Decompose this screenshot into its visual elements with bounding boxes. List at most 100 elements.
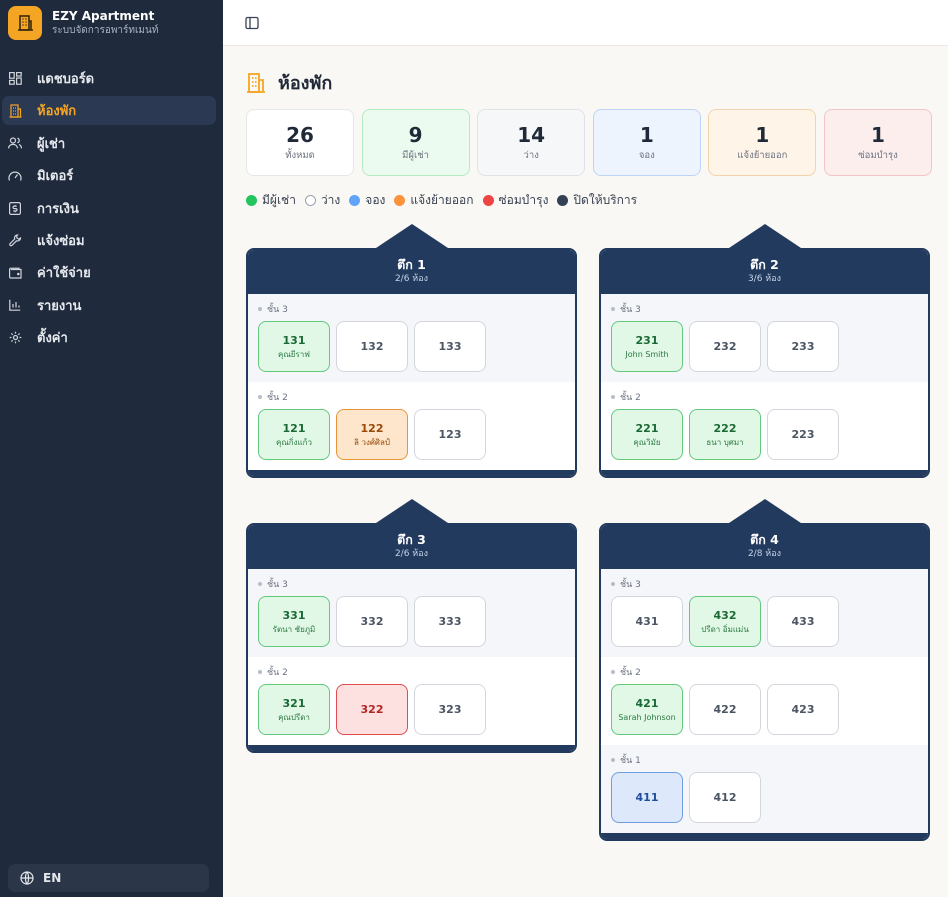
room-tile[interactable]: 331 รัตนา ชัยภูมิ [258,596,330,647]
building-name: ตึก 1 [397,257,426,272]
sidebar-item-rooms[interactable]: ห้องพัก [2,96,216,126]
room-number: 133 [438,339,462,353]
language-switcher[interactable]: EN [8,864,209,892]
sidebar-toggle-icon[interactable] [245,15,259,30]
room-tile[interactable]: 121 คุณกิ่งแก้ว [258,409,330,460]
page-title-text: ห้องพัก [278,73,333,94]
sidebar-item-maintenance[interactable]: แจ้งซ่อม [2,226,216,255]
building-room-count: 2/6 ห้อง [394,549,429,559]
legend-label: แจ้งย้ายออก [410,193,474,207]
stat-card-occupied[interactable]: 9 มีผู้เช่า [361,109,470,176]
floor-label-text: ชั้น 2 [620,393,641,403]
floor-row: ชั้น 3 131 คุณยีราฟ 132 133 [248,294,575,382]
room-number: 323 [438,702,462,716]
room-tile[interactable]: 422 [689,684,761,735]
page-title: ห้องพัก [246,68,332,97]
globe-icon [20,871,34,885]
legend-item: มีผู้เช่า [246,191,296,210]
sidebar-item-tenants[interactable]: ผู้เช่า [2,129,216,158]
sidebar-item-reports[interactable]: รายงาน [2,291,216,320]
building-base [601,470,928,476]
room-tile[interactable]: 431 [611,596,683,647]
room-tile[interactable]: 133 [414,321,486,372]
room-tile[interactable]: 132 [336,321,408,372]
room-tile[interactable]: 232 [689,321,761,372]
floor-label: ชั้น 1 [611,753,928,767]
room-tile[interactable]: 321 คุณปรีดา [258,684,330,735]
room-number: 221 [635,421,659,435]
floor-dot [611,582,615,586]
room-tenant: รัตนา ชัยภูมิ [272,624,316,634]
floor-row: ชั้น 3 231 John Smith 232 233 [601,294,928,382]
room-tile[interactable]: 332 [336,596,408,647]
floor-dot [258,395,262,399]
room-tile[interactable]: 412 [689,772,761,823]
floor-label-text: ชั้น 3 [267,580,288,590]
sidebar-item-label: ค่าใช้จ่าย [37,266,91,282]
sidebar-item-label: มิเตอร์ [37,169,74,185]
floor-label-text: ชั้น 1 [620,756,641,766]
floor-dot [258,307,262,311]
dollar-icon [8,201,22,215]
sidebar-item-finance[interactable]: การเงิน [2,194,216,223]
room-tile[interactable]: 423 [767,684,839,735]
room-tenant: คุณกิ่งแก้ว [275,437,312,447]
brand[interactable]: EZY Apartment ระบบจัดการอพาร์ทเมนท์ [0,0,223,46]
room-number: 422 [713,702,737,716]
sidebar-item-settings[interactable]: ตั้งค่า [2,323,216,352]
room-tile[interactable]: 411 [611,772,683,823]
sidebar-item-label: แจ้งซ่อม [37,233,85,249]
room-tile[interactable]: 231 John Smith [611,321,683,372]
stat-card-moving-out[interactable]: 1 แจ้งย้ายออก [708,109,817,176]
room-tile[interactable]: 223 [767,409,839,460]
building-body: ตึก 2 3/6 ห้อง ชั้น 3 231 John Smith 232 … [599,248,930,478]
floor-dot [611,307,615,311]
floor-dot [611,395,615,399]
room-tile[interactable]: 323 [414,684,486,735]
room-tenant: Sarah Johnson [618,712,676,722]
building-icon [8,104,22,118]
room-number: 232 [713,339,737,353]
sidebar-item-label: แดชบอร์ด [37,72,95,87]
room-tile[interactable]: 421 Sarah Johnson [611,684,683,735]
room-tile[interactable]: 122 ลิ วงศ์ศิลป์ [336,409,408,460]
room-tile[interactable]: 322 [336,684,408,735]
legend-item: ซ่อมบำรุง [482,191,548,210]
stat-card-vacant[interactable]: 14 ว่าง [477,109,586,176]
stat-label: ว่าง [523,150,539,161]
sidebar-item-label: รายงาน [37,298,82,314]
room-tile[interactable]: 221 คุณวิมัย [611,409,683,460]
building-roof [375,224,448,248]
floor-label-text: ชั้น 2 [267,393,288,403]
stat-card-reserved[interactable]: 1 จอง [592,109,701,176]
floor-row: ชั้น 2 121 คุณกิ่งแก้ว 122 ลิ วงศ์ศิลป์ 12… [248,382,575,470]
room-tile[interactable]: 123 [414,409,486,460]
room-tile[interactable]: 433 [767,596,839,647]
room-tile[interactable]: 131 คุณยีราฟ [258,321,330,372]
sidebar-item-meters[interactable]: มิเตอร์ [2,161,216,190]
stat-label: ซ่อมบำรุง [858,150,898,161]
room-number: 411 [635,790,659,804]
room-number: 431 [635,614,659,628]
floor-dot [611,758,615,762]
room-tenant: คุณปรีดา [278,712,310,722]
floor-label: ชั้น 2 [611,665,928,679]
stat-card-maintenance[interactable]: 1 ซ่อมบำรุง [823,109,932,176]
language-label: EN [43,871,62,885]
sidebar-item-expenses[interactable]: ค่าใช้จ่าย [2,258,216,287]
building-header: ตึก 4 2/8 ห้อง [601,525,928,569]
sidebar-item-label: ผู้เช่า [37,136,66,152]
stat-card-total[interactable]: 26 ทั้งหมด [246,109,354,176]
room-tenant: คุณวิมัย [633,437,661,447]
wallet-icon [8,266,22,280]
sidebar-item-dashboard[interactable]: แดชบอร์ด [2,64,216,93]
legend-item: แจ้งย้ายออก [394,191,474,210]
room-tile[interactable]: 233 [767,321,839,372]
room-tile[interactable]: 222 ธนา บุศมา [689,409,761,460]
room-tile[interactable]: 432 ปรีดา อิ่มแม่น [689,596,761,647]
room-tile[interactable]: 333 [414,596,486,647]
legend-dot [482,195,494,206]
stat-value: 1 [755,123,770,147]
floor-label: ชั้น 3 [258,577,575,591]
building-body: ตึก 4 2/8 ห้อง ชั้น 3 431 432 ปรีดา อิ่มแ… [599,523,930,841]
